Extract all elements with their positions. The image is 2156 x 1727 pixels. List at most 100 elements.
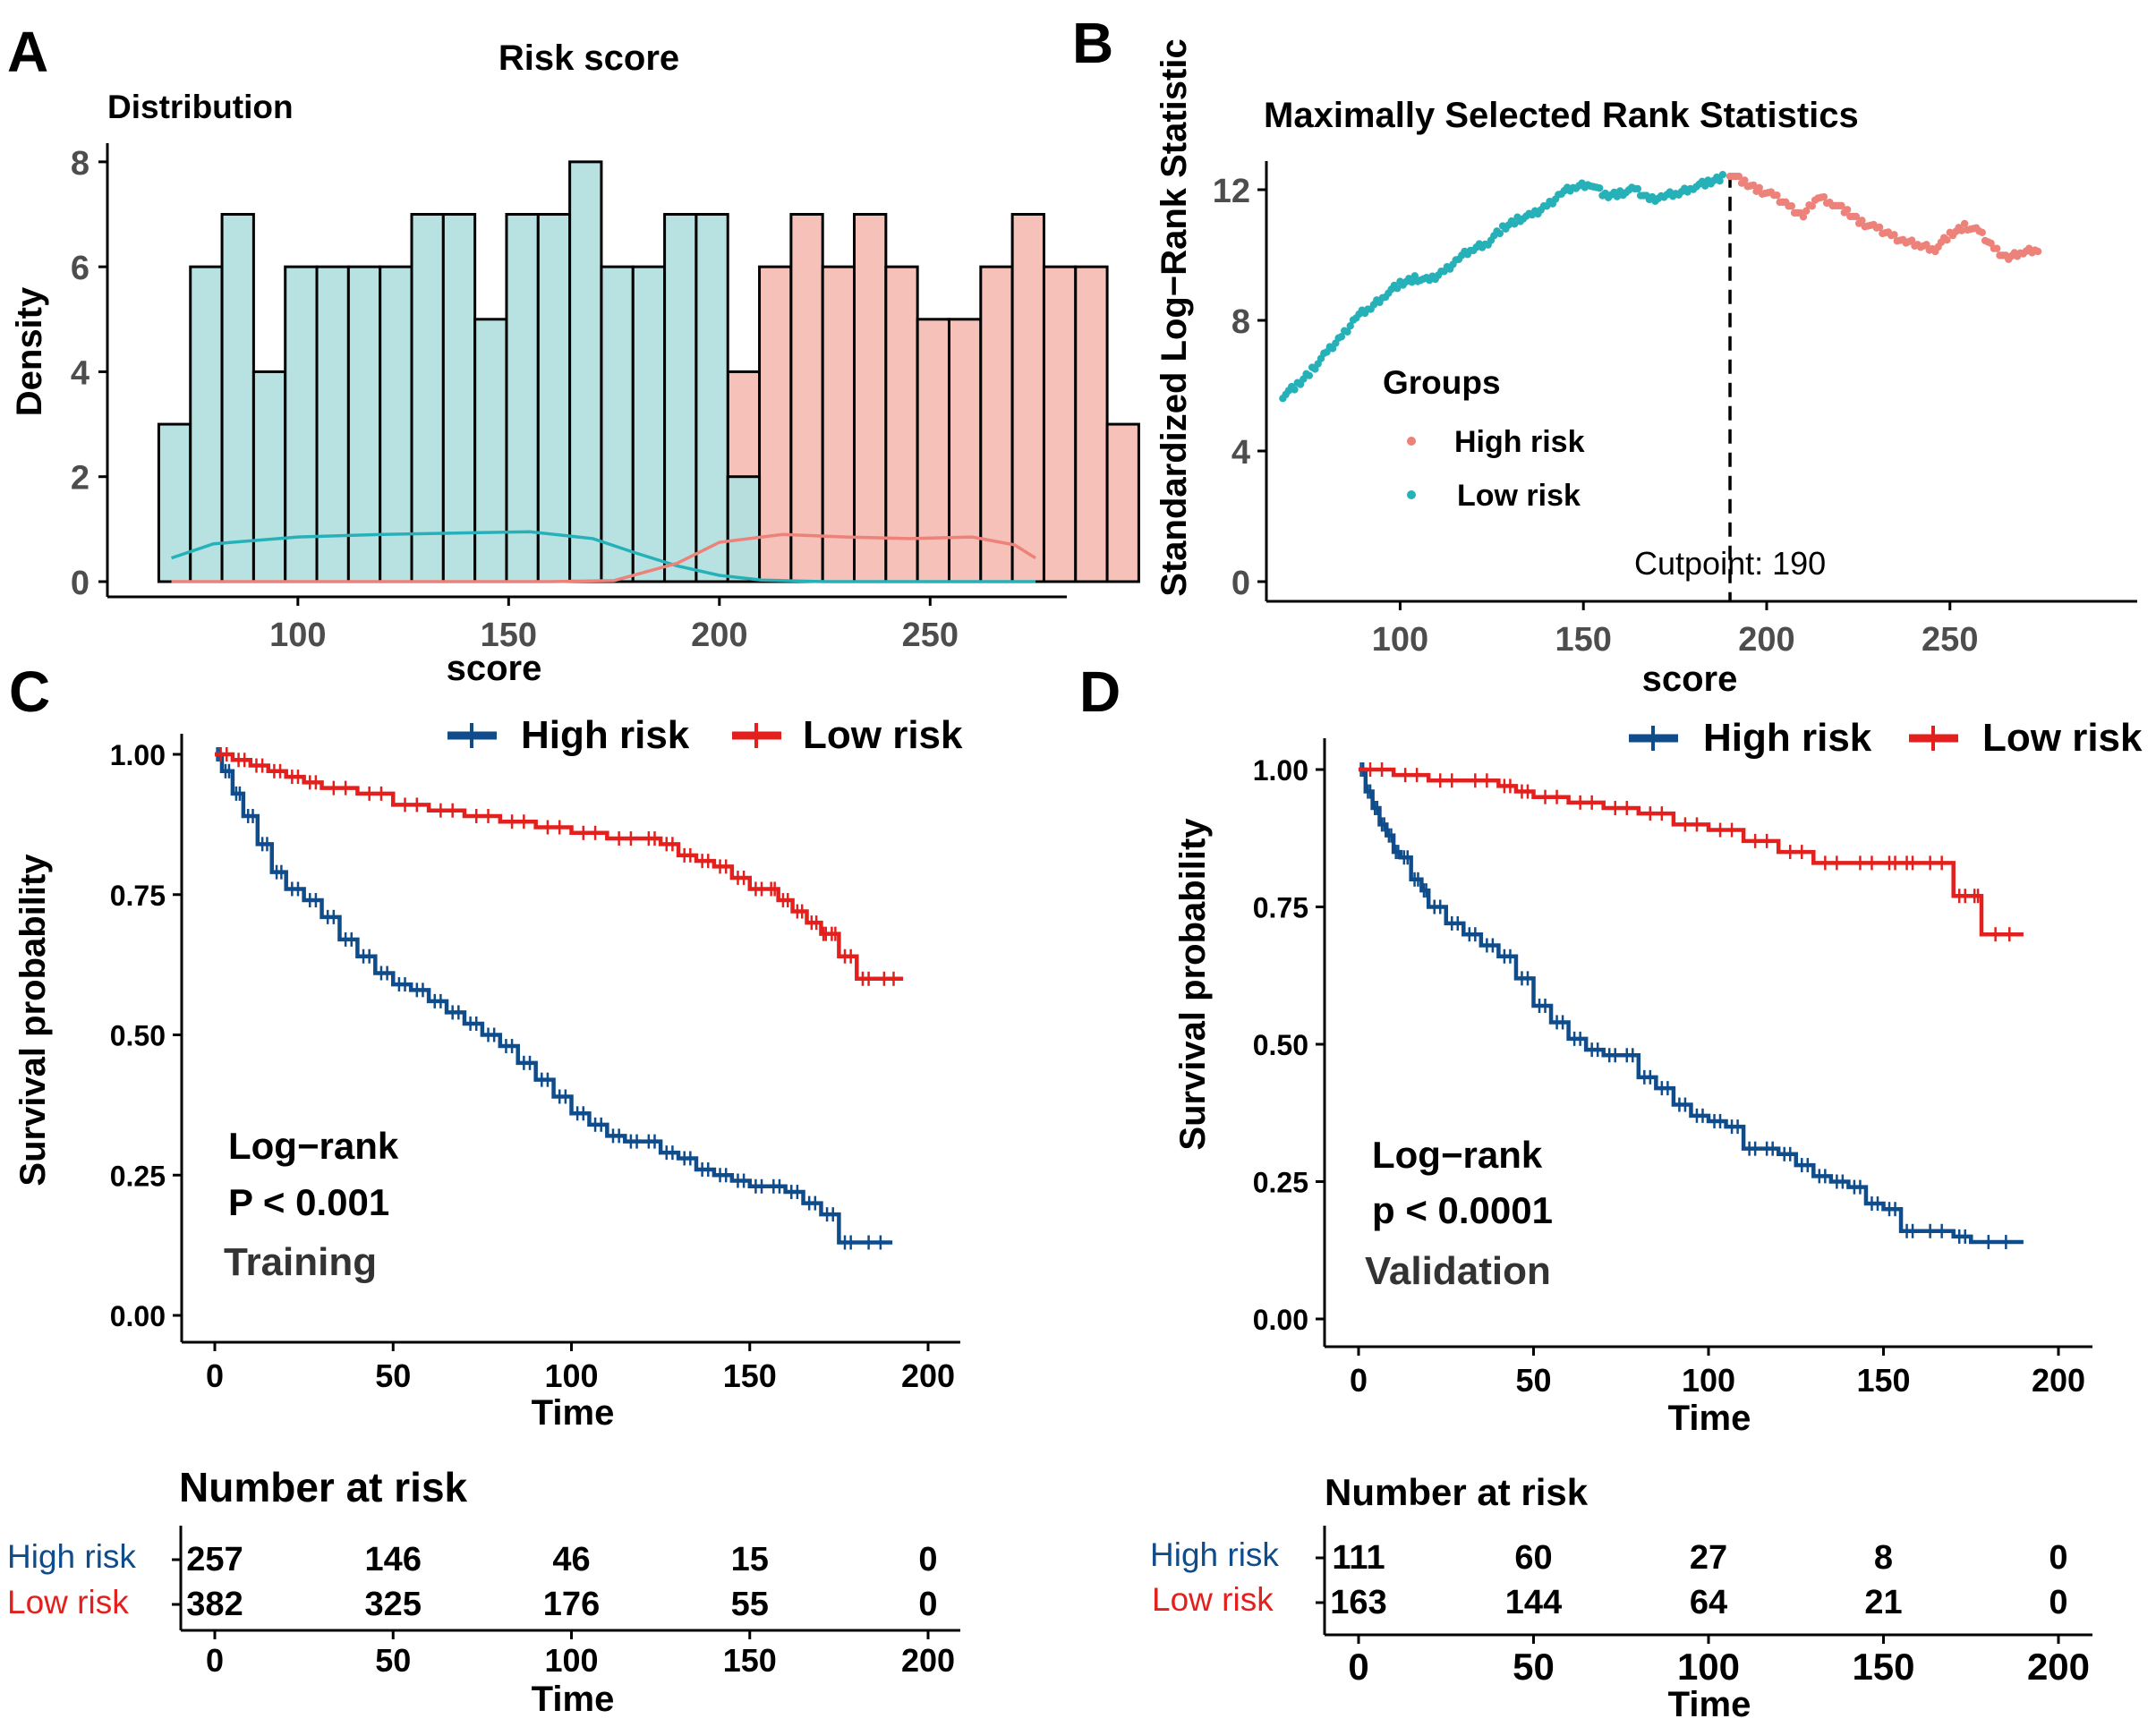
hist-bar-high xyxy=(821,265,856,583)
hist-bar-high xyxy=(947,318,983,583)
hist-bar-low xyxy=(251,370,287,583)
panel-d-annotation-cohort: Validation xyxy=(1365,1249,1551,1293)
km-curve-low xyxy=(215,752,904,982)
scatter-point-high xyxy=(1741,176,1749,184)
panel-a-ylabel: Density xyxy=(10,286,49,416)
hist-bar-high xyxy=(1010,213,1045,583)
hist-bar-low xyxy=(441,213,477,583)
panel-c-risk-group-low: Low risk xyxy=(7,1584,129,1621)
hist-bar-high xyxy=(1105,422,1140,583)
risk-table-cell: 21 xyxy=(1864,1584,1902,1621)
scatter-point-low xyxy=(1408,278,1416,286)
panel-a-xtick: 200 xyxy=(691,617,747,654)
panel-c-annotation-cohort: Training xyxy=(224,1240,377,1284)
panel-b-xtick: 100 xyxy=(1372,621,1428,659)
hist-bar-low xyxy=(505,213,540,583)
panel-c-ytick: 1.00 xyxy=(110,739,166,771)
hist-bar-low xyxy=(568,160,603,583)
hist-bar-low xyxy=(631,265,667,583)
panel-a-ytick: 0 xyxy=(71,565,89,602)
panel-a-xtick: 250 xyxy=(902,617,959,654)
panel-c-risk-group-high: High risk xyxy=(7,1538,136,1575)
scatter-point-high xyxy=(1773,191,1781,200)
panel-c-xtick: 150 xyxy=(723,1357,777,1394)
panel-d-risk-group-high: High risk xyxy=(1150,1536,1279,1573)
scatter-point-low xyxy=(1337,333,1346,341)
scatter-point-low xyxy=(1613,192,1622,200)
scatter-point-high xyxy=(1750,181,1758,190)
scatter-point-low xyxy=(1305,371,1314,379)
scatter-point-high xyxy=(1890,231,1898,239)
panel-a-subtitle: Distribution xyxy=(107,89,294,125)
scatter-point-high xyxy=(1858,217,1866,225)
panel-d-risk-xtick: 100 xyxy=(1677,1646,1740,1688)
hist-bar-low xyxy=(695,213,729,583)
scatter-point-low xyxy=(1718,171,1727,179)
hist-bar-high xyxy=(853,213,888,583)
panel-c-risk-xtick: 0 xyxy=(206,1642,224,1679)
scatter-point-high xyxy=(2033,247,2042,256)
risk-table-cell: 27 xyxy=(1690,1539,1727,1577)
panel-d-risk-xtick: 0 xyxy=(1348,1646,1368,1688)
panel-d-risk-xtick: 150 xyxy=(1852,1646,1914,1688)
risk-table-cell: 163 xyxy=(1330,1584,1386,1621)
panel-d-risk-xtick: 200 xyxy=(2027,1646,2090,1688)
scatter-point-high xyxy=(1799,213,1808,221)
scatter-point-low xyxy=(1633,184,1642,193)
panel-label-a: A xyxy=(7,20,48,84)
scatter-point-low xyxy=(1496,229,1504,238)
risk-table-cell: 0 xyxy=(2049,1584,2067,1621)
scatter-point-low xyxy=(1700,182,1709,190)
panel-d-ytick: 0.75 xyxy=(1253,892,1308,924)
panel-b-legend-low-label: Low risk xyxy=(1457,479,1581,513)
scatter-point-high xyxy=(1992,244,2001,252)
risk-table-cell: 0 xyxy=(2049,1539,2067,1577)
panel-a-xlabel: score xyxy=(447,649,542,688)
panel-c-legend-high-label: High risk xyxy=(521,713,690,757)
panel-d-legend-high-label: High risk xyxy=(1703,716,1872,760)
panel-c-xtick: 200 xyxy=(901,1357,955,1394)
panel-c-risk-xtick: 50 xyxy=(375,1642,411,1679)
risk-table-cell: 144 xyxy=(1505,1584,1562,1621)
scatter-point-low xyxy=(1343,328,1351,336)
hist-bar-low xyxy=(410,213,445,583)
panel-c-risk-xtick: 150 xyxy=(723,1642,777,1679)
scatter-point-low xyxy=(1716,176,1724,185)
panel-b-ytick: 12 xyxy=(1213,173,1250,210)
panel-d-annotation-test: Log−rank xyxy=(1372,1134,1543,1176)
panel-d-xtick: 50 xyxy=(1515,1362,1551,1399)
hist-bar-low xyxy=(663,213,698,583)
risk-table-cell: 325 xyxy=(365,1586,422,1623)
scatter-point-low xyxy=(1346,322,1354,330)
panel-b-scatter: Maximally Selected Rank Statistics Stand… xyxy=(1155,38,2137,699)
panel-c-annotation-pvalue: P < 0.001 xyxy=(228,1181,389,1223)
panel-b-legend-low-key xyxy=(1407,490,1416,499)
panel-d-annotation-pvalue: p < 0.0001 xyxy=(1372,1189,1553,1231)
hist-bar-low xyxy=(284,265,319,583)
panel-a-ytick: 8 xyxy=(71,145,89,183)
panel-a-histogram: Risk score Distribution Density score 0 2… xyxy=(10,38,1140,688)
hist-bar-low xyxy=(536,213,572,583)
panel-c-risk-xtick: 200 xyxy=(901,1642,955,1679)
panel-d-xlabel: Time xyxy=(1668,1399,1751,1438)
panel-c-xtick: 100 xyxy=(544,1357,598,1394)
risk-table-cell: 382 xyxy=(186,1586,243,1623)
hist-bar-low xyxy=(600,265,635,583)
panel-b-xtick: 250 xyxy=(1922,621,1978,659)
panel-d-risk-group-low: Low risk xyxy=(1152,1581,1274,1618)
panel-d-ytick: 0.50 xyxy=(1253,1029,1308,1061)
hist-bar-low xyxy=(189,265,224,583)
panel-d-xtick: 100 xyxy=(1682,1362,1735,1399)
panel-a-ytick: 4 xyxy=(71,354,89,392)
scatter-point-high xyxy=(1960,219,1969,228)
panel-d-legend-low-label: Low risk xyxy=(1982,716,2143,760)
risk-table-cell: 146 xyxy=(365,1541,422,1578)
panel-c-risk-xlabel: Time xyxy=(532,1680,615,1719)
panel-b-legend-high-key xyxy=(1407,437,1416,446)
panel-a-xtick: 100 xyxy=(269,617,326,654)
panel-c-ytick: 0.75 xyxy=(110,880,166,912)
risk-table-cell: 64 xyxy=(1690,1584,1727,1621)
scatter-point-high xyxy=(1734,172,1743,181)
panel-d-xtick: 150 xyxy=(1856,1362,1910,1399)
